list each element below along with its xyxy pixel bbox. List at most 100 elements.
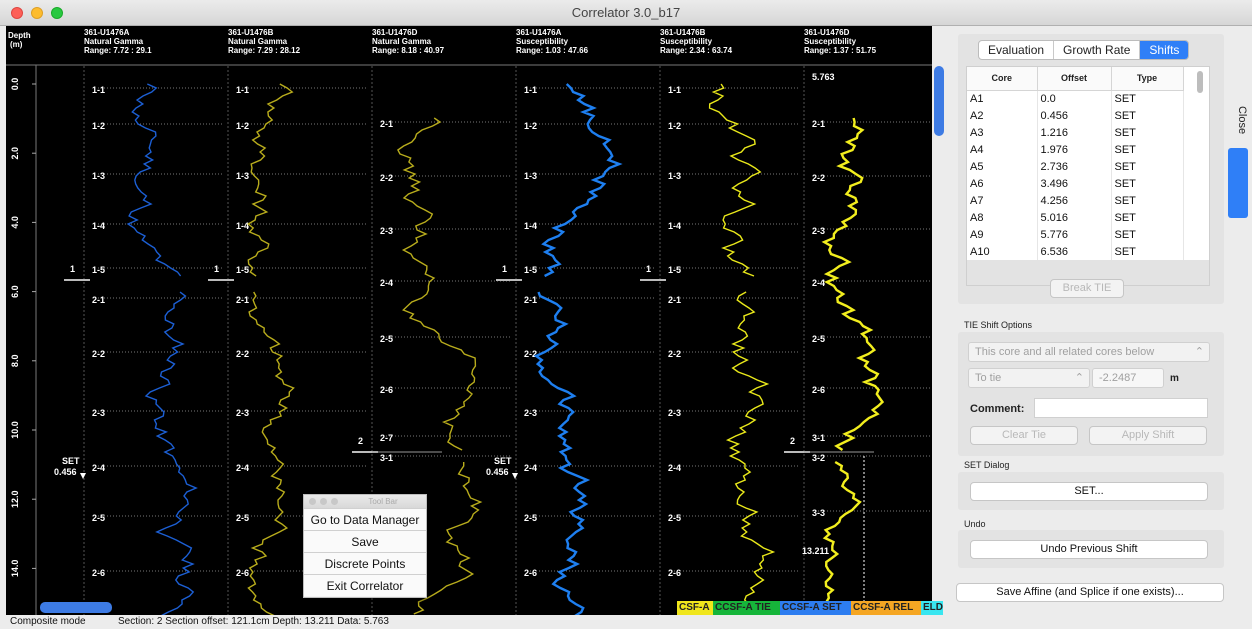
- close-window-button[interactable]: [11, 7, 23, 19]
- vertical-scrollbar[interactable]: [932, 62, 946, 617]
- side-tab-data-filters[interactable]: Data Filters: [1228, 320, 1252, 398]
- section-label: 2-4: [668, 463, 681, 473]
- save-affine-button[interactable]: Save Affine (and Splice if one exists)..…: [956, 583, 1224, 602]
- cell-type: SET: [1111, 124, 1184, 141]
- cell-filler: [1183, 175, 1209, 192]
- section-label: 2-3: [380, 226, 393, 236]
- cell-core: A8: [967, 209, 1038, 226]
- set-button[interactable]: SET...: [970, 482, 1208, 501]
- undo-previous-shift-button[interactable]: Undo Previous Shift: [970, 540, 1208, 559]
- table-row[interactable]: A10 6.536 SET: [967, 243, 1209, 260]
- apply-shift-button[interactable]: Apply Shift: [1089, 426, 1207, 445]
- side-tab-display-preferences[interactable]: Display Preferences: [1228, 405, 1248, 525]
- discrete-points-button[interactable]: Discrete Points: [304, 552, 426, 574]
- tab-evaluation[interactable]: Evaluation: [979, 41, 1055, 59]
- save-button[interactable]: Save: [304, 530, 426, 552]
- section-label: 2-2: [668, 349, 681, 359]
- cell-core: A2: [967, 107, 1038, 124]
- track-hole-label: 361-U1476A: [84, 28, 130, 37]
- method-select[interactable]: To tie ⌃: [968, 368, 1090, 388]
- side-tab-shift-cores[interactable]: Shift Cores: [1228, 148, 1252, 218]
- method-select-value: To tie: [975, 372, 1002, 384]
- depth-tick-label: 4.0: [10, 216, 20, 229]
- cell-type: SET: [1111, 243, 1184, 260]
- section-label: 2-7: [380, 433, 393, 443]
- window-title: Correlator 3.0_b17: [571, 5, 681, 20]
- side-tab-splice-cores[interactable]: Splice Cores: [1228, 225, 1248, 313]
- comment-input[interactable]: [1034, 398, 1208, 418]
- break-tie-button[interactable]: Break TIE: [1050, 279, 1124, 298]
- cell-filler: [1183, 107, 1209, 124]
- table-row[interactable]: A7 4.256 SET: [967, 192, 1209, 209]
- exit-correlator-button[interactable]: Exit Correlator: [304, 574, 426, 596]
- cell-type: SET: [1111, 192, 1184, 209]
- cell-offset: 5.776: [1037, 226, 1112, 243]
- status-mode: Composite mode: [10, 616, 86, 627]
- table-row[interactable]: A6 3.496 SET: [967, 175, 1209, 192]
- cell-core: A4: [967, 141, 1038, 158]
- data-curve: [541, 83, 623, 278]
- set-value: 0.456: [486, 467, 509, 477]
- depth-axis-label: Depth: [8, 31, 31, 40]
- section-label: 1-1: [92, 85, 105, 95]
- minimize-window-button[interactable]: [31, 7, 43, 19]
- cell-offset: 5.016: [1037, 209, 1112, 226]
- section-label: 2-3: [92, 408, 105, 418]
- track-range-label: Range: 1.37 : 51.75: [804, 46, 877, 55]
- track-datatype-label: Natural Gamma: [84, 37, 144, 46]
- shifts-table-container[interactable]: Core Offset Type A1 0.0 SET A2 0.456 SET A3 1.2…: [966, 66, 1210, 286]
- cell-filler: [1183, 209, 1209, 226]
- section-label: 1-3: [668, 171, 681, 181]
- section-label: 2-4: [92, 463, 105, 473]
- side-tab-close[interactable]: Close: [1228, 100, 1248, 140]
- section-label: 2-1: [668, 295, 681, 305]
- table-row[interactable]: A4 1.976 SET: [967, 141, 1209, 158]
- table-row[interactable]: A1 0.0 SET: [967, 90, 1209, 107]
- table-row[interactable]: A5 2.736 SET: [967, 158, 1209, 175]
- table-row[interactable]: A9 5.776 SET: [967, 226, 1209, 243]
- zoom-window-button[interactable]: [51, 7, 63, 19]
- toolbar-zoom-dot[interactable]: [331, 498, 338, 505]
- toolbar-close-dot[interactable]: [309, 498, 316, 505]
- tab-shifts[interactable]: Shifts: [1140, 41, 1189, 59]
- section-label: 2-2: [92, 349, 105, 359]
- tab-growth-rate[interactable]: Growth Rate: [1054, 41, 1141, 59]
- depth-tick-label: 12.0: [10, 490, 20, 508]
- section-label: 1-4: [236, 221, 249, 231]
- title-bar: Correlator 3.0_b17: [0, 0, 1252, 26]
- table-row[interactable]: A3 1.216 SET: [967, 124, 1209, 141]
- col-offset[interactable]: Offset: [1037, 67, 1112, 91]
- scope-select[interactable]: This core and all related cores below ⌃: [968, 342, 1210, 362]
- toolbar-window: Tool Bar Go to Data Manager Save Discret…: [303, 494, 427, 598]
- cell-type: SET: [1111, 107, 1184, 124]
- table-row[interactable]: A8 5.016 SET: [967, 209, 1209, 226]
- section-label: 1-4: [524, 221, 537, 231]
- depth-tick-label: 14.0: [10, 560, 20, 578]
- section-label: 3-1: [812, 433, 825, 443]
- depth-tick-label: 10.0: [10, 421, 20, 439]
- plot-canvas[interactable]: Depth(m) 0.0 2.0 4.0 6.0 8.0 10.0 12.0 14.0 361-U…: [6, 26, 932, 616]
- shift-value-input[interactable]: -2.2487: [1092, 368, 1164, 388]
- set-label: SET: [494, 456, 512, 466]
- data-curve: [396, 117, 477, 451]
- col-type[interactable]: Type: [1111, 67, 1184, 91]
- depth-tick-label: 8.0: [10, 355, 20, 368]
- side-tab-label: Close: [1236, 105, 1249, 135]
- cell-core: A3: [967, 124, 1038, 141]
- go-to-data-manager-button[interactable]: Go to Data Manager: [304, 508, 426, 530]
- vertical-scroll-thumb[interactable]: [934, 66, 944, 136]
- correlation-plot[interactable]: Depth (m) 0.0 2.0 4.0 6.0 8.0 10.0 12.0 14.0 361-U…: [6, 26, 932, 616]
- table-row[interactable]: A2 0.456 SET: [967, 107, 1209, 124]
- track-hole-label: 361-U1476A: [516, 28, 562, 37]
- section-label: 2-4: [524, 463, 537, 473]
- table-scroll-thumb[interactable]: [1197, 71, 1203, 93]
- clear-tie-button[interactable]: Clear Tie: [970, 426, 1078, 445]
- toolbar-min-dot[interactable]: [320, 498, 327, 505]
- track-datatype-label: Natural Gamma: [228, 37, 288, 46]
- col-core[interactable]: Core: [967, 67, 1038, 91]
- section-label: 2-5: [92, 513, 105, 523]
- tie-number: 2: [790, 436, 795, 446]
- section-label: 3-3: [812, 508, 825, 518]
- horizontal-scroll-thumb[interactable]: [40, 602, 112, 613]
